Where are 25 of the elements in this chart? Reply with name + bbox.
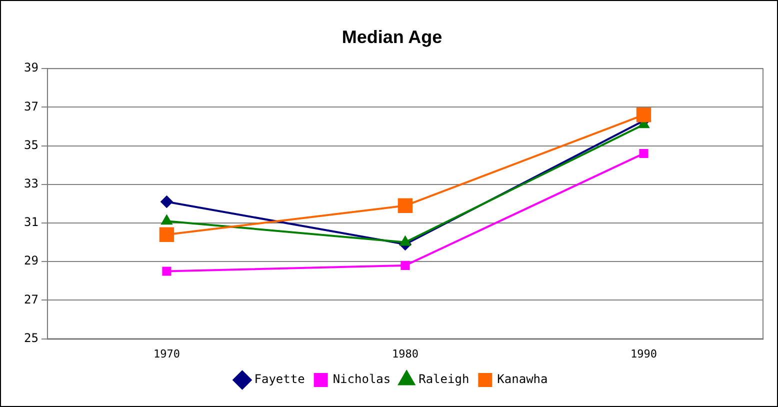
chart-title: Median Age [342, 26, 442, 47]
point [161, 215, 172, 225]
legend-label: Kanawha [497, 372, 548, 386]
y-tick-label: 25 [24, 330, 38, 345]
legend-label: Fayette [254, 372, 305, 386]
y-tick-label: 31 [24, 215, 38, 230]
y-tick-label: 33 [24, 176, 38, 191]
point [160, 196, 173, 208]
y-tick-label: 27 [24, 292, 38, 306]
x-tick-label: 1980 [392, 347, 418, 360]
point [159, 227, 174, 242]
point [162, 266, 172, 276]
y-tick-label: 39 [24, 60, 38, 75]
legend-label: Raleigh [418, 372, 470, 386]
point [639, 148, 648, 158]
point [400, 236, 411, 246]
point [400, 260, 410, 270]
y-tick-label: 35 [24, 138, 38, 152]
x-tick-label: 1990 [630, 347, 657, 360]
y-tick-label: 37 [24, 99, 38, 114]
legend-label: Nicholas [332, 372, 391, 386]
y-tick-label: 29 [24, 254, 38, 268]
point [398, 198, 413, 213]
x-tick-label: 1970 [153, 347, 180, 360]
point [636, 108, 652, 122]
